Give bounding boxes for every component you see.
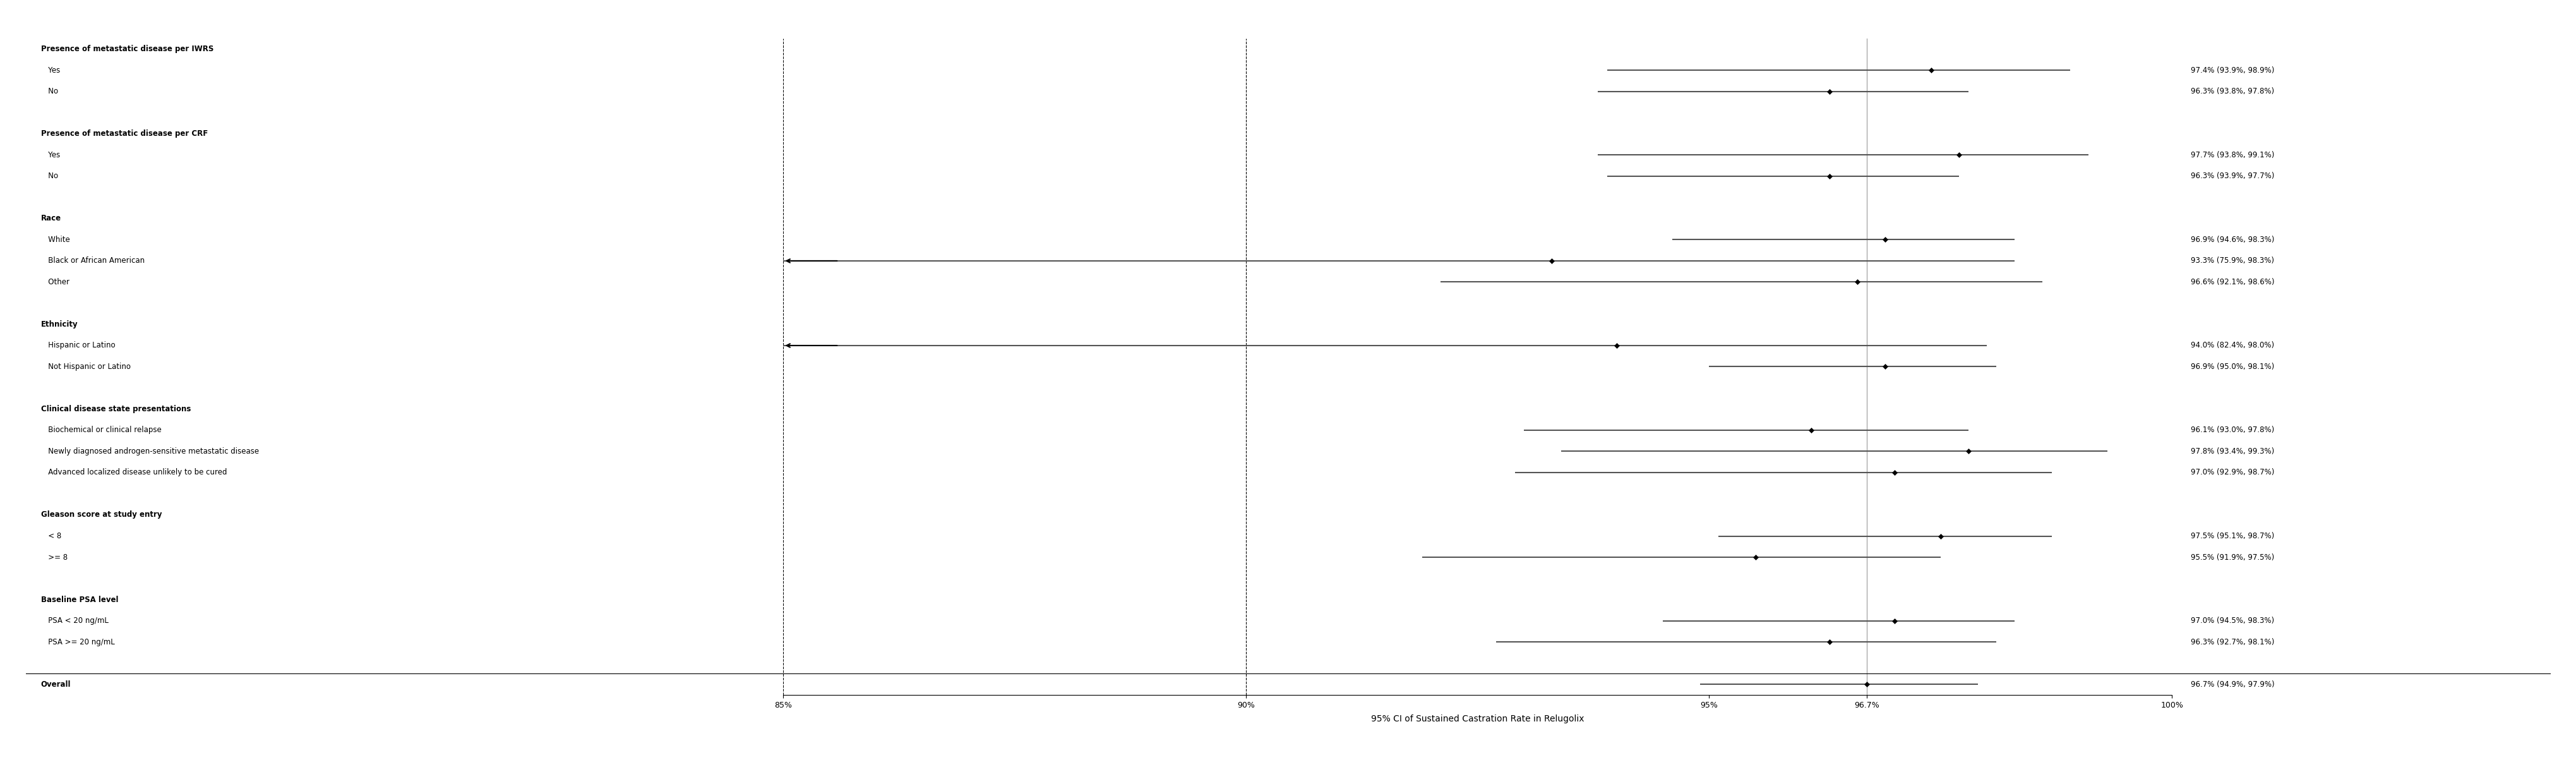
Text: Yes: Yes xyxy=(41,151,59,159)
Text: Other: Other xyxy=(41,278,70,286)
Text: 97.0% (94.5%, 98.3%): 97.0% (94.5%, 98.3%) xyxy=(2190,617,2275,625)
Text: Yes: Yes xyxy=(41,66,59,74)
Text: Gleason score at study entry: Gleason score at study entry xyxy=(41,511,162,519)
Text: 96.3% (93.9%, 97.7%): 96.3% (93.9%, 97.7%) xyxy=(2190,172,2275,181)
Text: 96.9% (95.0%, 98.1%): 96.9% (95.0%, 98.1%) xyxy=(2190,363,2275,371)
Text: 97.7% (93.8%, 99.1%): 97.7% (93.8%, 99.1%) xyxy=(2190,151,2275,159)
Text: >= 8: >= 8 xyxy=(41,553,67,561)
Text: No: No xyxy=(41,172,59,181)
Text: 97.4% (93.9%, 98.9%): 97.4% (93.9%, 98.9%) xyxy=(2190,66,2275,74)
Text: 93.3% (75.9%, 98.3%): 93.3% (75.9%, 98.3%) xyxy=(2190,257,2275,265)
Text: Ethnicity: Ethnicity xyxy=(41,320,77,328)
Text: 96.3% (92.7%, 98.1%): 96.3% (92.7%, 98.1%) xyxy=(2190,638,2275,646)
Text: 97.5% (95.1%, 98.7%): 97.5% (95.1%, 98.7%) xyxy=(2190,532,2275,540)
Text: 97.8% (93.4%, 99.3%): 97.8% (93.4%, 99.3%) xyxy=(2190,447,2275,455)
Text: Not Hispanic or Latino: Not Hispanic or Latino xyxy=(41,363,131,371)
Text: Hispanic or Latino: Hispanic or Latino xyxy=(41,341,116,350)
Text: Clinical disease state presentations: Clinical disease state presentations xyxy=(41,405,191,413)
Text: PSA < 20 ng/mL: PSA < 20 ng/mL xyxy=(41,617,108,625)
Text: No: No xyxy=(41,87,59,96)
Text: 95.5% (91.9%, 97.5%): 95.5% (91.9%, 97.5%) xyxy=(2190,553,2275,561)
Text: < 8: < 8 xyxy=(41,532,62,540)
Text: White: White xyxy=(41,235,70,244)
Text: Biochemical or clinical relapse: Biochemical or clinical relapse xyxy=(41,426,162,435)
Text: Advanced localized disease unlikely to be cured: Advanced localized disease unlikely to b… xyxy=(41,469,227,476)
Text: 94.0% (82.4%, 98.0%): 94.0% (82.4%, 98.0%) xyxy=(2190,341,2275,350)
Text: Black or African American: Black or African American xyxy=(41,257,144,265)
X-axis label: 95% CI of Sustained Castration Rate in Relugolix: 95% CI of Sustained Castration Rate in R… xyxy=(1370,714,1584,723)
Text: 96.7% (94.9%, 97.9%): 96.7% (94.9%, 97.9%) xyxy=(2190,680,2275,689)
Text: Baseline PSA level: Baseline PSA level xyxy=(41,595,118,604)
Text: 96.3% (93.8%, 97.8%): 96.3% (93.8%, 97.8%) xyxy=(2190,87,2275,96)
Text: 96.9% (94.6%, 98.3%): 96.9% (94.6%, 98.3%) xyxy=(2190,235,2275,244)
Text: PSA >= 20 ng/mL: PSA >= 20 ng/mL xyxy=(41,638,113,646)
Text: Race: Race xyxy=(41,215,62,222)
Text: Newly diagnosed androgen-sensitive metastatic disease: Newly diagnosed androgen-sensitive metas… xyxy=(41,447,258,455)
Text: 97.0% (92.9%, 98.7%): 97.0% (92.9%, 98.7%) xyxy=(2190,469,2275,476)
Text: Presence of metastatic disease per CRF: Presence of metastatic disease per CRF xyxy=(41,130,209,138)
Text: Overall: Overall xyxy=(41,680,72,689)
Text: 96.1% (93.0%, 97.8%): 96.1% (93.0%, 97.8%) xyxy=(2190,426,2275,435)
Text: 96.6% (92.1%, 98.6%): 96.6% (92.1%, 98.6%) xyxy=(2190,278,2275,286)
Text: Presence of metastatic disease per IWRS: Presence of metastatic disease per IWRS xyxy=(41,45,214,53)
